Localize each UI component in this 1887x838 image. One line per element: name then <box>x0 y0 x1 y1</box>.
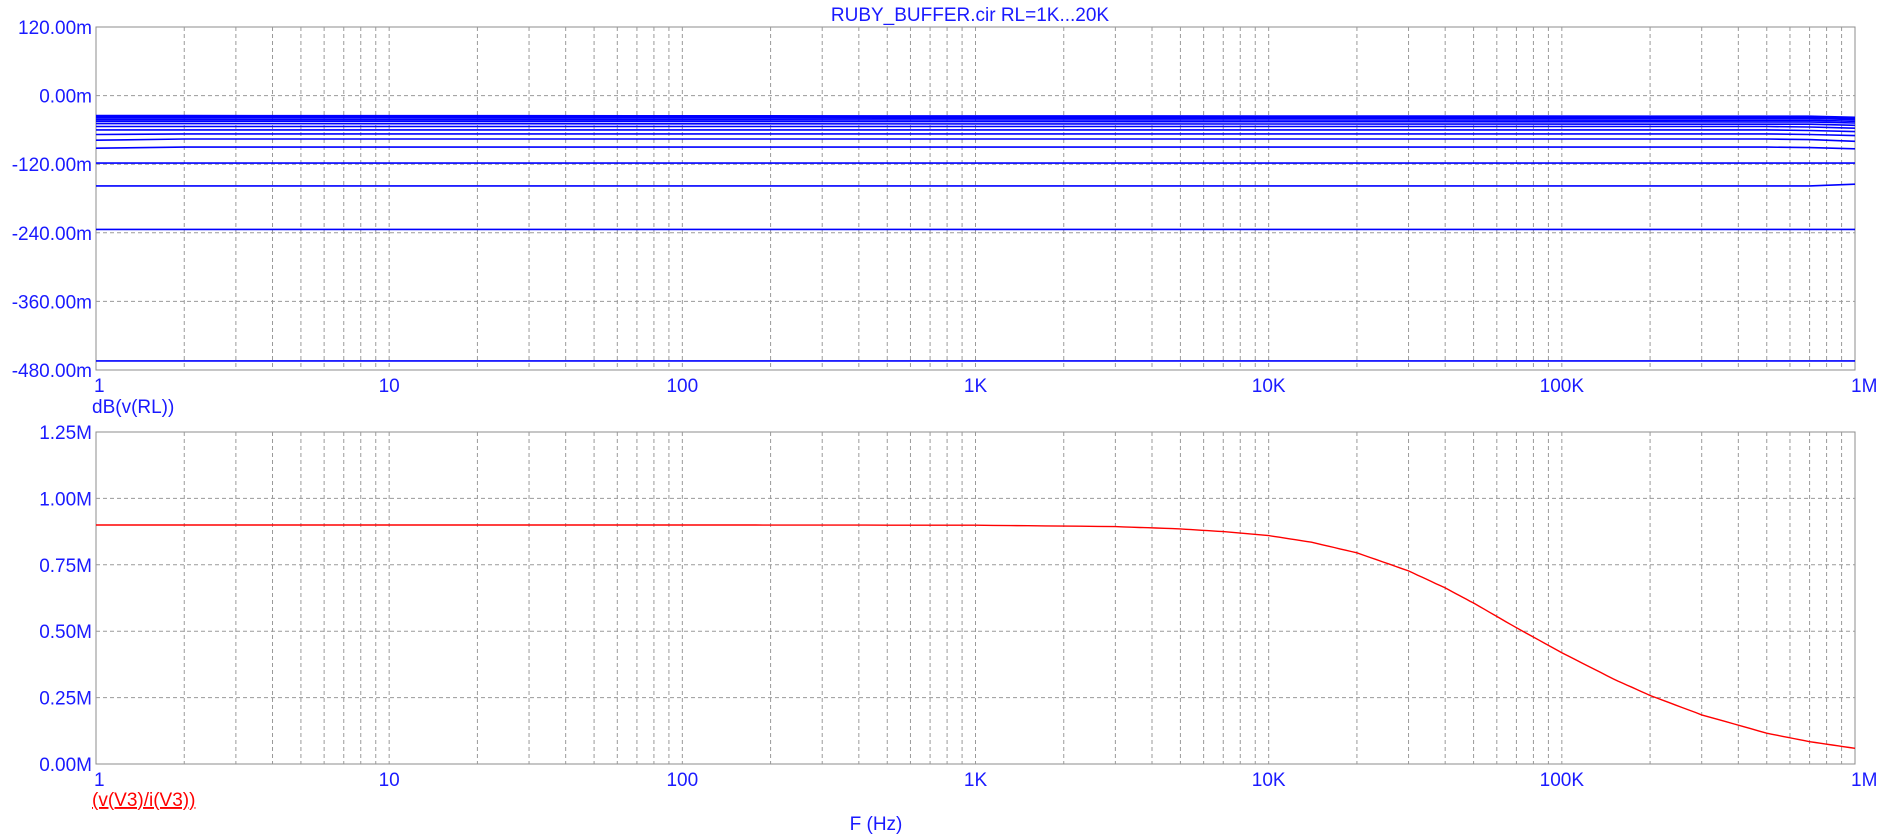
top-series-line <box>96 122 1856 127</box>
top-y-tick-label: -480.00m <box>12 361 92 382</box>
top-series-line <box>96 125 1856 129</box>
top-series-line <box>95 146 1856 150</box>
bottom-y-tick-label: 0.00M <box>39 755 92 776</box>
top-plot-magnitude: 120.00m 0.00m -120.00m -240.00m -360.00m -480… <box>12 18 1878 397</box>
bottom-x-tick-label: 10 <box>379 770 400 791</box>
top-series-line <box>95 138 1856 143</box>
bottom-x-tick-label: 1K <box>964 770 988 791</box>
top-series-line <box>96 183 1856 187</box>
bottom-y-tick-label: 0.25M <box>39 689 92 710</box>
top-y-tick-label: -120.00m <box>12 155 92 176</box>
bottom-x-tick-label: 1 <box>94 770 105 791</box>
bottom-x-tick-label: 1M <box>1851 770 1877 791</box>
top-series-line <box>96 129 1856 133</box>
bottom-trace-label: (v(V3)/i(V3)) <box>92 790 195 811</box>
top-x-tick-label: 1M <box>1851 376 1877 397</box>
top-x-tick-label: 10K <box>1252 376 1286 397</box>
top-x-tick-label: 100K <box>1540 376 1585 397</box>
top-x-tick-label: 1 <box>94 376 105 397</box>
top-series-line <box>96 117 1856 121</box>
bottom-series-line <box>96 524 1856 749</box>
top-x-tick-label: 10 <box>379 376 400 397</box>
bottom-x-tick-label: 100K <box>1540 770 1585 791</box>
top-y-tick-label: 120.00m <box>18 18 92 39</box>
top-series-line <box>96 120 1856 124</box>
top-y-tick-label: -240.00m <box>12 224 92 245</box>
top-x-tick-label: 100 <box>666 376 698 397</box>
top-y-tick-label: -360.00m <box>12 292 92 313</box>
top-series-line <box>96 116 1856 120</box>
bottom-y-tick-label: 1.00M <box>39 489 92 510</box>
top-x-tick-label: 1K <box>964 376 988 397</box>
top-series-line <box>95 133 1856 137</box>
bottom-y-tick-label: 0.75M <box>39 556 92 577</box>
bottom-x-tick-label: 100 <box>666 770 698 791</box>
bottom-x-tick-label: 10K <box>1252 770 1286 791</box>
bottom-y-tick-label: 1.25M <box>39 423 92 444</box>
x-axis-label: F (Hz) <box>850 814 903 835</box>
bottom-y-tick-label: 0.50M <box>39 622 92 643</box>
top-series-line <box>96 114 1856 119</box>
top-y-tick-label: 0.00m <box>39 87 92 108</box>
top-series-line <box>96 118 1856 123</box>
chart-title: RUBY_BUFFER.cir RL=1K...20K <box>831 5 1110 26</box>
top-trace-label: dB(v(RL)) <box>92 397 174 418</box>
